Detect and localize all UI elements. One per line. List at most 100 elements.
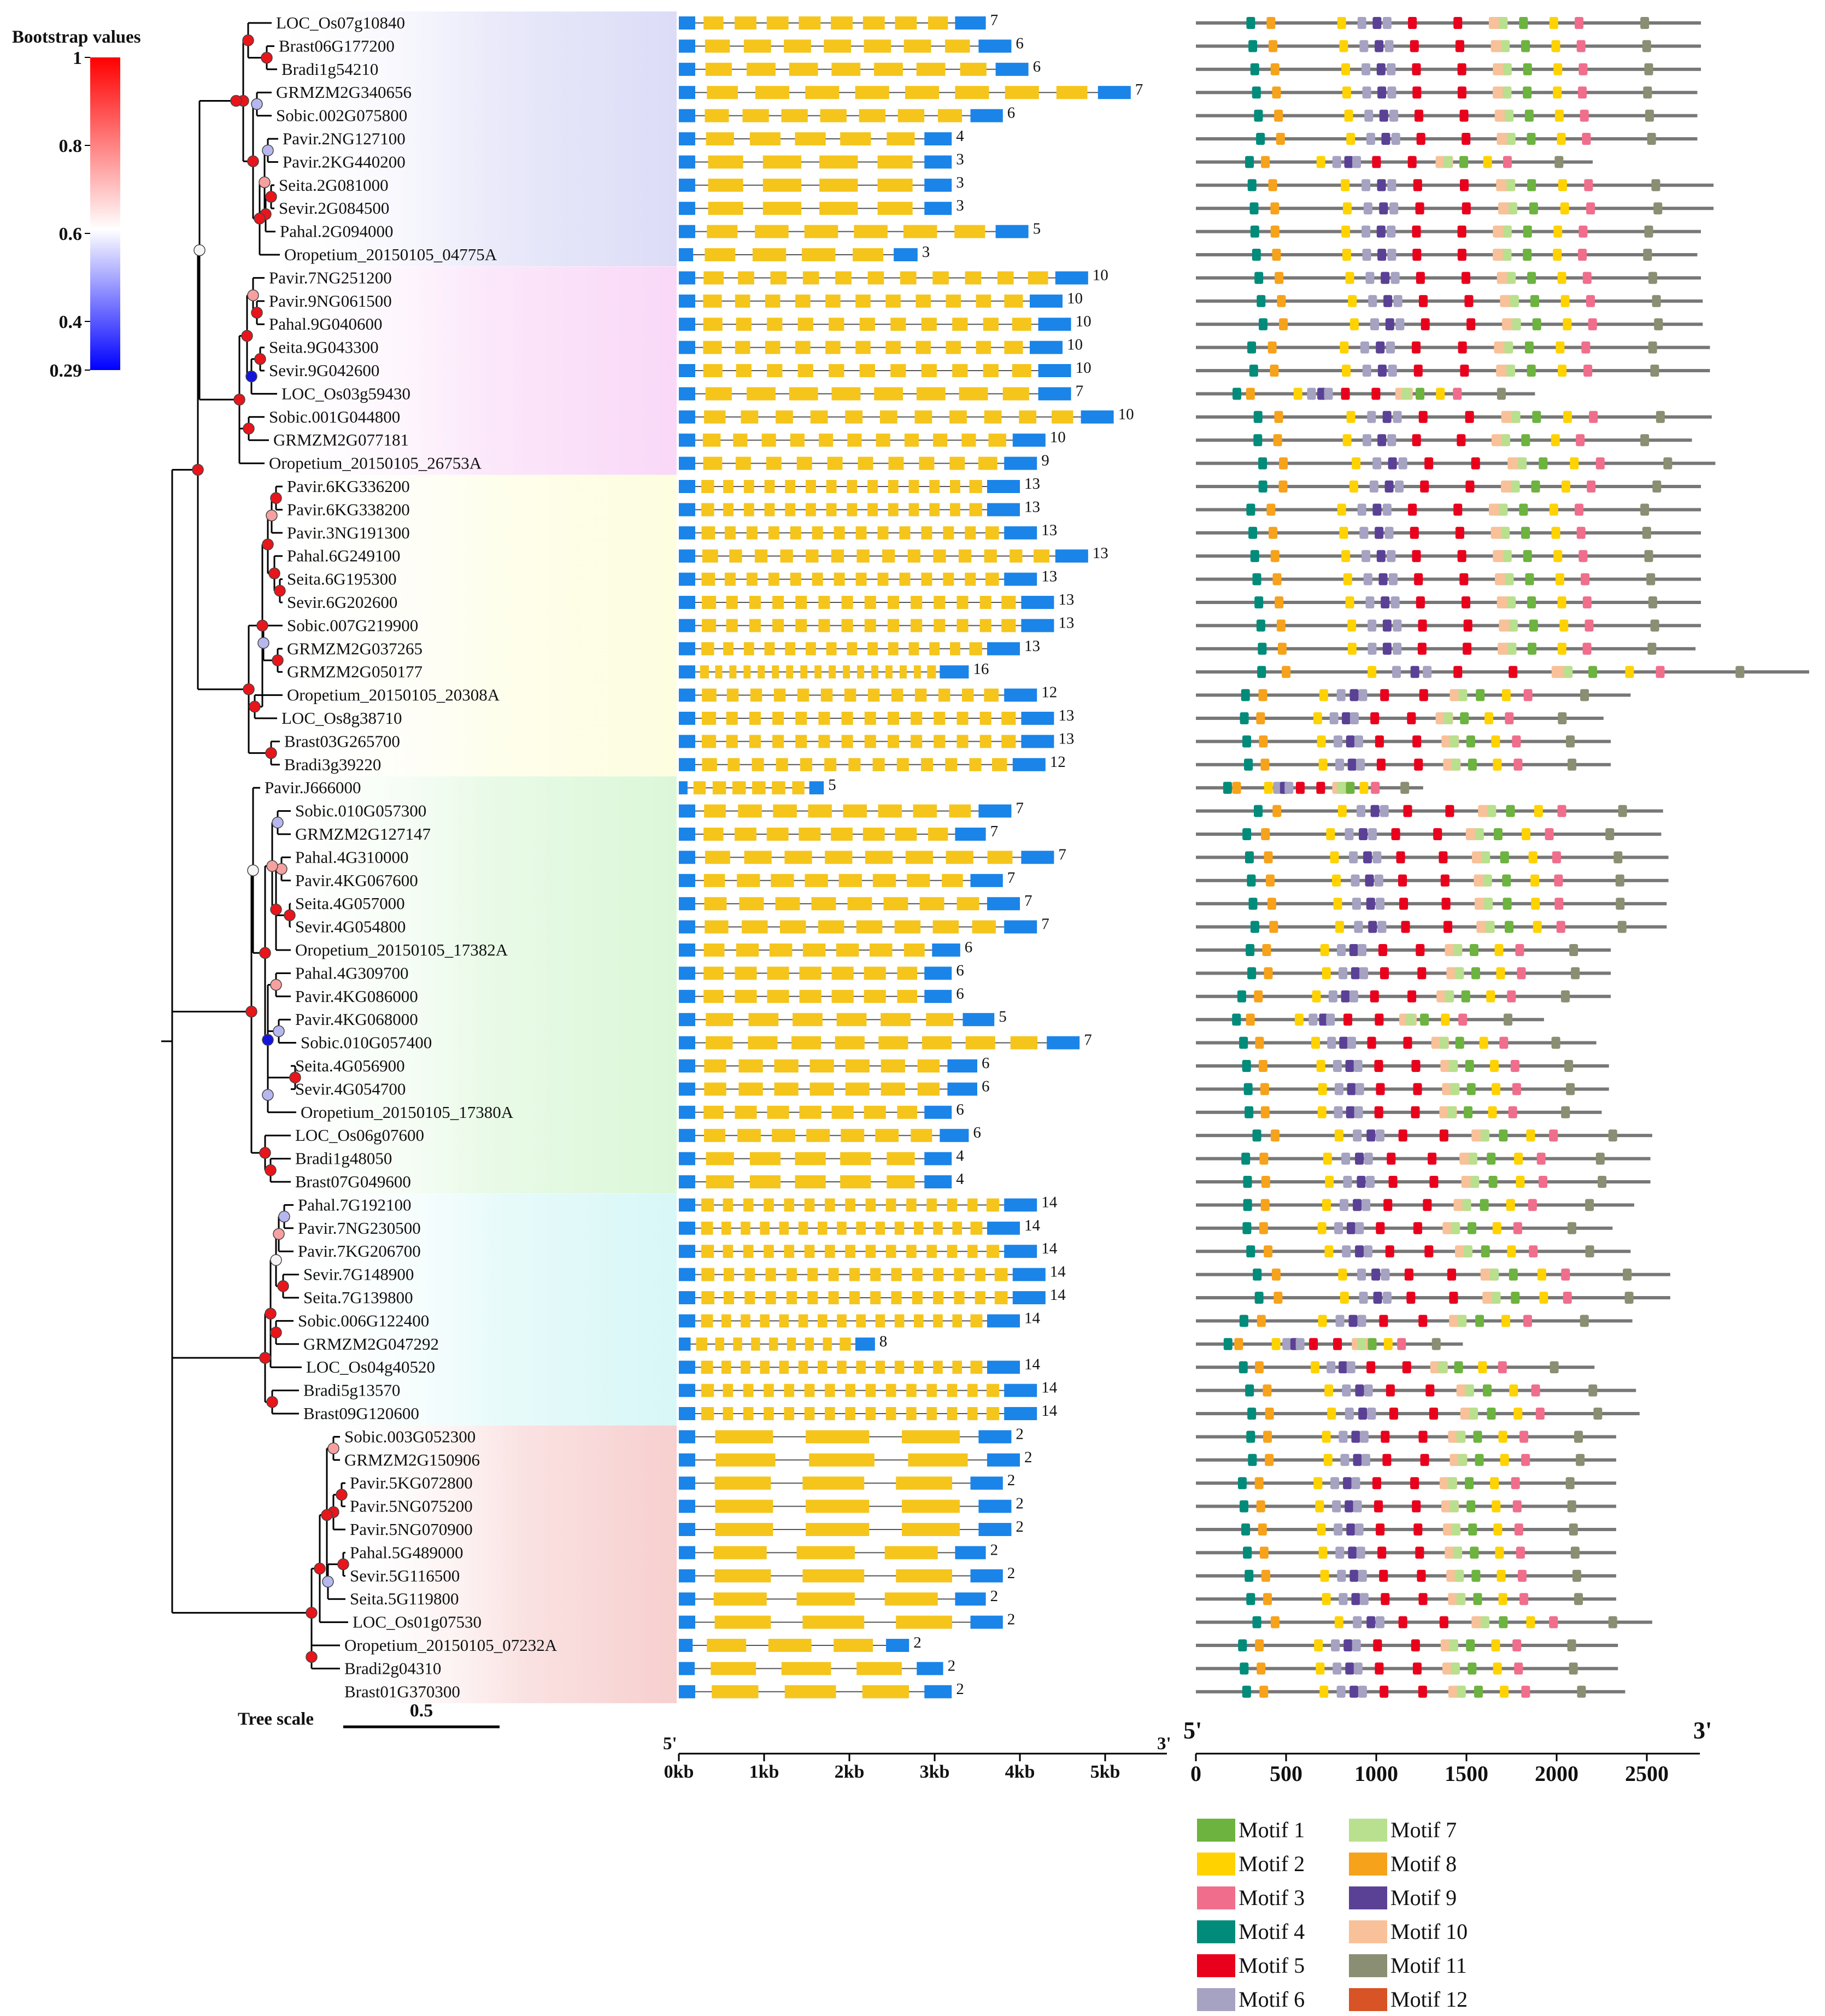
exon-block [970, 1314, 983, 1328]
exon-block [809, 1059, 834, 1073]
exon-block [928, 16, 948, 30]
motif-box [1498, 1431, 1507, 1443]
exon-block [947, 1245, 958, 1258]
gene-label: Brast07G049600 [295, 1172, 411, 1191]
motif-box [1443, 712, 1453, 724]
utr-block [886, 1639, 909, 1652]
exon-block [855, 572, 867, 586]
motif-box [1270, 365, 1279, 377]
gene-label: Sevir.9G042600 [269, 361, 379, 380]
exon-block [806, 549, 819, 563]
protein-backbone [1196, 809, 1663, 813]
motif-box [1353, 1662, 1363, 1675]
exon-block [894, 1361, 905, 1374]
exon-block [887, 619, 899, 632]
exon-block [812, 572, 823, 586]
exon-block [875, 1361, 885, 1374]
exon-block [864, 619, 876, 632]
intron-count: 14 [1041, 1379, 1058, 1397]
exon-block [749, 1152, 781, 1165]
motif-box [1463, 1245, 1472, 1258]
exon-block [838, 874, 862, 887]
protein-backbone [1196, 1018, 1544, 1022]
exon-block [746, 572, 758, 586]
gene-label: Pavir.4KG068000 [295, 1010, 418, 1029]
motif-box [1640, 503, 1650, 516]
exon-block [857, 665, 865, 679]
exon-block [792, 781, 805, 795]
motif-box [1473, 1593, 1482, 1605]
bootstrap-node [284, 909, 296, 922]
exon-block [703, 294, 722, 308]
exon-block [802, 271, 819, 285]
motif-box [1328, 990, 1337, 1003]
bootstrap-node [306, 1651, 318, 1663]
exon-block [946, 851, 973, 864]
motif-track [1196, 388, 1535, 400]
gene-structure: 6 [679, 1054, 990, 1073]
exon-block [702, 688, 717, 702]
tree-scale-value: 0.5 [410, 1701, 433, 1721]
exon-block [772, 596, 784, 609]
motif-box [1376, 758, 1386, 771]
motif-box [1362, 225, 1371, 238]
motif-box [1246, 388, 1255, 400]
motif-box [1386, 341, 1395, 354]
gene-structure: 14 [679, 1356, 1041, 1374]
motif-box [1265, 874, 1275, 887]
motif-box [1282, 666, 1291, 678]
exon-block [808, 804, 832, 818]
motif-box [1523, 63, 1532, 75]
motif-box [1246, 17, 1255, 29]
exon-block [727, 758, 740, 771]
exon-block [797, 318, 813, 331]
exon-block [1004, 294, 1023, 308]
intron-count: 7 [1076, 382, 1084, 400]
motif-box [1366, 1616, 1376, 1628]
exon-block [914, 688, 927, 702]
motif-box [1372, 457, 1382, 470]
motif-box [1503, 156, 1512, 168]
exon-block [834, 526, 845, 540]
motif-box [1553, 550, 1563, 562]
motif-box [1390, 596, 1400, 608]
intron-count: 4 [956, 1147, 964, 1165]
motif-box [1259, 1152, 1269, 1165]
exon-block [743, 39, 771, 53]
exon-block [825, 1198, 835, 1212]
exon-block [945, 758, 958, 771]
protein-backbone [1196, 299, 1703, 303]
motif-box [1293, 388, 1302, 400]
gene-structure: 14 [679, 1193, 1058, 1212]
exon-block [724, 526, 736, 540]
motif-box [1424, 457, 1434, 470]
exon-block [701, 1291, 715, 1304]
utr-block [978, 1430, 1012, 1444]
motif-box [1353, 1454, 1362, 1466]
motif-box [1449, 1292, 1458, 1304]
exon-block [735, 828, 756, 841]
motif-box [1242, 1060, 1251, 1072]
motif-box [1458, 1315, 1467, 1327]
exon-block [789, 62, 818, 76]
bootstrap-node [259, 176, 271, 189]
motif-track [1196, 179, 1714, 191]
motif-box [1509, 1384, 1518, 1397]
bootstrap-node [247, 864, 259, 876]
motif-box [1333, 898, 1342, 910]
motif-box [1453, 503, 1463, 516]
gene-structure: 4 [679, 127, 964, 145]
exon-block [802, 943, 826, 957]
motif-box [1586, 295, 1595, 307]
exon-block [865, 851, 893, 864]
gene-label: Sevir.5G116500 [350, 1566, 460, 1585]
motif-box [1314, 1639, 1323, 1651]
motif-track [1196, 365, 1710, 377]
exon-block [771, 874, 794, 887]
intron-count: 14 [1041, 1193, 1058, 1211]
motif-box [1371, 1268, 1381, 1281]
motif-box [1615, 874, 1624, 887]
exon-block [828, 1291, 839, 1304]
exon-block [820, 688, 833, 702]
motif-box [1359, 1431, 1369, 1443]
